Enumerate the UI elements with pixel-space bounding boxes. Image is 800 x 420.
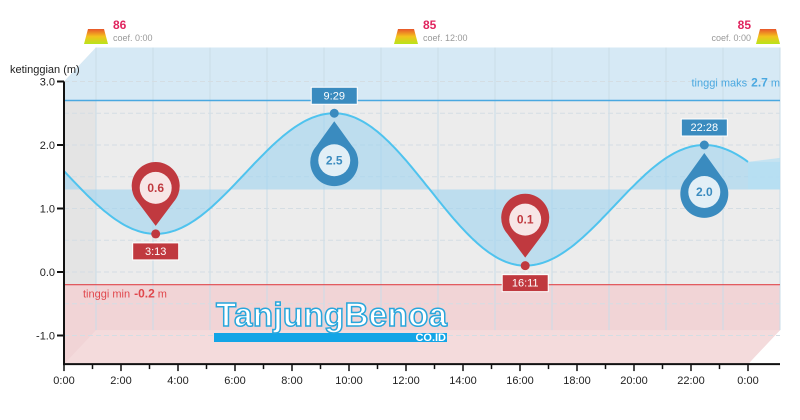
extreme-point xyxy=(699,140,709,150)
x-tick-label: 22:00 xyxy=(677,375,705,387)
max-label-value_label: 2.7 xyxy=(751,76,768,90)
tide-coef-icon xyxy=(84,29,108,44)
watermark-bar xyxy=(214,333,447,342)
watermark-name: TanjungBenoa xyxy=(216,296,448,333)
low-tide-marker: 0.6 3:13 xyxy=(131,162,180,261)
tide-curve xyxy=(63,112,749,267)
max-label: tinggi maks 2.7 m xyxy=(692,76,781,90)
coef-label: coef. 0:00 xyxy=(113,33,153,43)
time-badge xyxy=(310,86,358,105)
high-time: 9:29 xyxy=(324,90,345,102)
coef-value: 85 xyxy=(738,18,752,32)
x-tick-label: 14:00 xyxy=(449,375,477,387)
high-tide-marker: 2.5 9:29 xyxy=(310,86,359,187)
time-badge xyxy=(132,242,180,261)
x-tick-label: 0:00 xyxy=(737,375,758,387)
low-value: 0.6 xyxy=(147,181,164,195)
extreme-point xyxy=(520,261,530,271)
x-tick-label: 12:00 xyxy=(392,375,420,387)
min-label-prefix: tinggi min xyxy=(83,289,130,301)
tide-coef-icon xyxy=(756,29,780,44)
extreme-point xyxy=(151,229,161,239)
low-tide-marker: 0.1 16:11 xyxy=(501,193,550,293)
min-label-value_label: -0.2 xyxy=(134,287,155,301)
coef-label: coef. 0:00 xyxy=(711,33,751,43)
coef-value: 85 xyxy=(423,18,437,32)
x-tick-label: 16:00 xyxy=(506,375,534,387)
max-label-unit: m xyxy=(771,78,780,90)
y-tick-label: 2.0 xyxy=(40,140,55,152)
time-badge xyxy=(680,118,728,137)
min-label-unit: m xyxy=(158,289,167,301)
y-tick-label: -1.0 xyxy=(36,331,55,343)
min-label: tinggi min -0.2 m xyxy=(83,287,167,301)
low-value: 0.1 xyxy=(517,213,534,227)
high-tide-marker: 2.0 22:28 xyxy=(680,118,729,218)
high-time: 22:28 xyxy=(691,122,719,134)
tide-coef-icon xyxy=(394,29,418,44)
coef-value: 86 xyxy=(113,18,127,32)
watermark-domain: CO.ID xyxy=(415,332,446,344)
max-label-prefix: tinggi maks xyxy=(692,78,748,90)
y-axis-title: ketinggian (m) xyxy=(10,64,80,76)
coef-label: coef. 12:00 xyxy=(423,33,468,43)
x-tick-label: 2:00 xyxy=(110,375,131,387)
pin-inner xyxy=(318,144,351,177)
x-tick-label: 4:00 xyxy=(167,375,188,387)
extreme-point xyxy=(329,108,339,118)
tide-area-edge xyxy=(748,157,780,190)
x-tick-label: 10:00 xyxy=(335,375,363,387)
high-value: 2.5 xyxy=(326,153,343,167)
low-time: 16:11 xyxy=(512,278,539,290)
x-tick-label: 0:00 xyxy=(53,375,74,387)
max-band xyxy=(64,47,780,101)
high-value: 2.0 xyxy=(696,185,713,199)
low-time: 3:13 xyxy=(145,246,166,258)
tide-area xyxy=(64,113,780,266)
x-tick-label: 6:00 xyxy=(224,375,245,387)
x-tick-label: 18:00 xyxy=(563,375,591,387)
pin-inner xyxy=(509,203,542,236)
pin-inner xyxy=(139,171,172,204)
y-tick-label: 0.0 xyxy=(40,267,55,279)
time-badge xyxy=(501,274,549,293)
y-tick-label: 3.0 xyxy=(40,77,55,89)
y-tick-label: 1.0 xyxy=(40,204,55,216)
pin-inner xyxy=(688,176,721,208)
x-tick-label: 8:00 xyxy=(281,375,302,387)
x-tick-label: 20:00 xyxy=(620,375,648,387)
